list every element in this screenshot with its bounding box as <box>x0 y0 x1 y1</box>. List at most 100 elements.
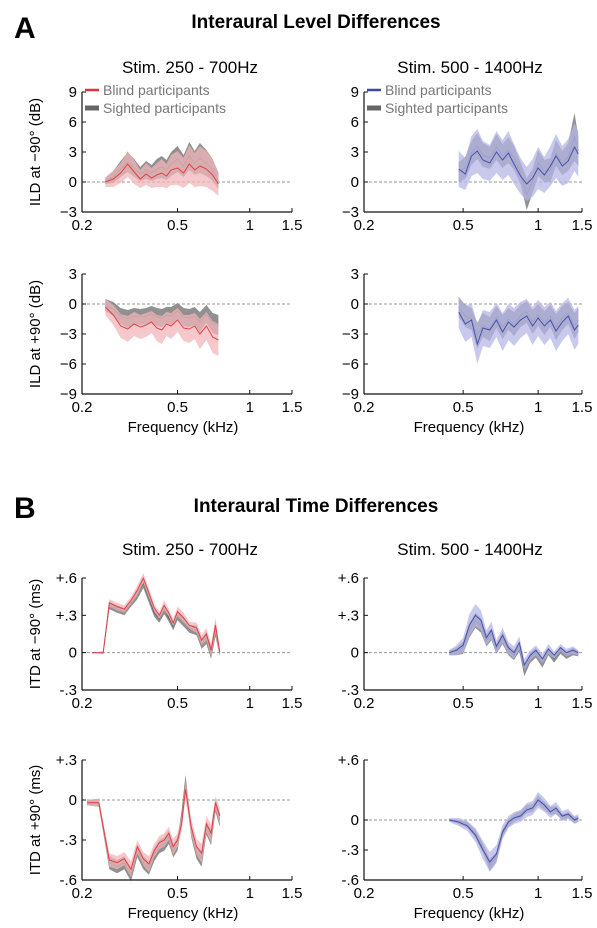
x-tick-label: 0.2 <box>72 695 93 712</box>
x-tick-label: 0.5 <box>453 695 474 712</box>
blind-mean-line <box>91 576 221 654</box>
y-tick-label: −3 <box>342 204 359 221</box>
x-tick-label: 0.2 <box>354 399 375 416</box>
y-tick-label: 6 <box>351 114 359 131</box>
y-tick-label: −3 <box>342 326 359 343</box>
sighted-sem-band <box>91 578 220 659</box>
legend: Blind participants Sighted participants <box>85 82 226 116</box>
column-title-low-ild: Stim. 250 - 700Hz <box>122 58 258 77</box>
section-letter-b: B <box>14 492 36 525</box>
y-tick-label: -.6 <box>59 872 77 889</box>
y-axis-label: ITD at +90° (ms) <box>27 765 44 876</box>
y-tick-label: 3 <box>351 266 359 283</box>
y-axis-label: ITD at −90° (ms) <box>27 579 44 690</box>
y-tick-label: −3 <box>60 326 77 343</box>
x-axis-label: Frequency (kHz) <box>128 905 239 922</box>
y-tick-label: 6 <box>69 114 77 131</box>
y-tick-label: -.3 <box>341 682 359 699</box>
x-axis-label: Frequency (kHz) <box>128 419 239 436</box>
x-axis-label: Frequency (kHz) <box>414 905 525 922</box>
x-tick-label: 1.5 <box>572 399 593 416</box>
x-tick-label: 1 <box>534 217 542 234</box>
x-tick-label: 1.5 <box>572 217 593 234</box>
blind-sem-band <box>87 780 220 878</box>
x-tick-label: 1 <box>534 695 542 712</box>
x-tick-label: 0.5 <box>167 885 188 902</box>
x-tick-label: 1 <box>246 885 254 902</box>
blind-mean-line <box>105 163 219 185</box>
y-axis-label: ILD at −90° (dB) <box>27 98 44 206</box>
panel-ild-high-neg90: −3 0 3 6 9 0.2 0.5 1 1.5 Blind participants Sighte… <box>342 82 593 234</box>
blind-mean-line <box>104 306 219 341</box>
x-tick-label: 0.2 <box>72 885 93 902</box>
x-tick-label: 1 <box>246 399 254 416</box>
x-tick-label: 1 <box>534 885 542 902</box>
y-tick-label: 0 <box>351 812 359 829</box>
y-tick-label: 0 <box>351 296 359 313</box>
x-tick-label: 0.5 <box>167 399 188 416</box>
x-tick-label: 0.5 <box>453 217 474 234</box>
blind-mean-line <box>458 311 579 346</box>
x-tick-label: 0.5 <box>167 217 188 234</box>
y-tick-label: +.3 <box>56 607 77 624</box>
x-tick-label: 0.5 <box>167 695 188 712</box>
column-title-low-itd: Stim. 250 - 700Hz <box>122 540 258 559</box>
x-tick-label: 1.5 <box>282 695 303 712</box>
y-tick-label: 0 <box>351 645 359 662</box>
section-title-itd: Interaural Time Differences <box>194 496 439 517</box>
panel-ild-low-neg90: −3 0 3 6 9 0.2 0.5 1 1.5 ILD at −90° (dB) Blind pa… <box>27 82 302 234</box>
x-tick-label: 1.5 <box>282 217 303 234</box>
y-tick-label: 0 <box>69 174 77 191</box>
x-tick-label: 0.2 <box>354 885 375 902</box>
column-title-high-ild: Stim. 500 - 1400Hz <box>397 58 543 77</box>
blind-sem-band <box>105 299 219 356</box>
x-tick-label: 0.2 <box>72 399 93 416</box>
chart-panels: −3 0 3 6 9 0.2 0.5 1 1.5 ILD at −90° (dB) Blind pa… <box>27 82 592 922</box>
y-tick-label: +.6 <box>56 570 77 587</box>
blind-sem-band <box>458 123 579 201</box>
y-tick-label: +.6 <box>338 752 359 769</box>
x-tick-label: 1 <box>246 217 254 234</box>
section-title-ild: Interaural Level Differences <box>191 12 440 33</box>
y-tick-label: −9 <box>60 386 77 403</box>
panel-itd-low-neg90: -.3 0 +.3 +.6 0.2 0.5 1 1.5 ITD at −90° (ms) <box>27 570 302 712</box>
y-tick-label: -.6 <box>341 872 359 889</box>
y-tick-label: -.3 <box>59 682 77 699</box>
blind-sem-band <box>458 296 579 364</box>
column-title-high-itd: Stim. 500 - 1400Hz <box>397 540 543 559</box>
y-tick-label: 3 <box>351 144 359 161</box>
panel-itd-high-neg90: -.3 0 +.3 +.6 0.2 0.5 1 1.5 <box>338 570 593 712</box>
y-tick-label: 9 <box>69 84 77 101</box>
y-tick-label: +.3 <box>338 607 359 624</box>
y-tick-label: 9 <box>351 84 359 101</box>
blind-mean-line <box>87 789 221 871</box>
y-tick-label: -.3 <box>59 832 77 849</box>
y-tick-label: 0 <box>69 792 77 809</box>
panel-ild-high-pos90: −9 −6 −3 0 3 0.2 0.5 1 1.5 Frequency (kHz) <box>342 266 593 436</box>
x-tick-label: 1.5 <box>282 885 303 902</box>
legend-label-sighted: Sighted participants <box>385 100 508 116</box>
blind-sem-band <box>449 604 579 672</box>
x-tick-label: 0.2 <box>354 217 375 234</box>
y-tick-label: 0 <box>69 645 77 662</box>
y-tick-label: −9 <box>342 386 359 403</box>
blind-sem-band <box>449 792 579 872</box>
legend-label-blind: Blind participants <box>385 82 492 98</box>
legend-label-blind: Blind participants <box>103 82 210 98</box>
panel-itd-low-pos90: -.6 -.3 0 +.3 0.2 0.5 1 1.5 ITD at +90° (ms) Freq… <box>27 752 302 922</box>
y-tick-label: −6 <box>60 356 77 373</box>
y-tick-label: 0 <box>351 174 359 191</box>
y-tick-label: -.3 <box>341 842 359 859</box>
x-tick-label: 0.2 <box>72 217 93 234</box>
y-tick-label: 3 <box>69 144 77 161</box>
blind-mean-line <box>458 145 579 185</box>
x-tick-label: 1.5 <box>282 399 303 416</box>
legend-label-sighted: Sighted participants <box>103 100 226 116</box>
x-tick-label: 0.5 <box>453 885 474 902</box>
blind-mean-line <box>449 799 579 863</box>
blind-sem-band <box>105 145 219 196</box>
y-tick-label: −6 <box>342 356 359 373</box>
y-tick-label: 0 <box>69 296 77 313</box>
x-tick-label: 0.5 <box>453 399 474 416</box>
